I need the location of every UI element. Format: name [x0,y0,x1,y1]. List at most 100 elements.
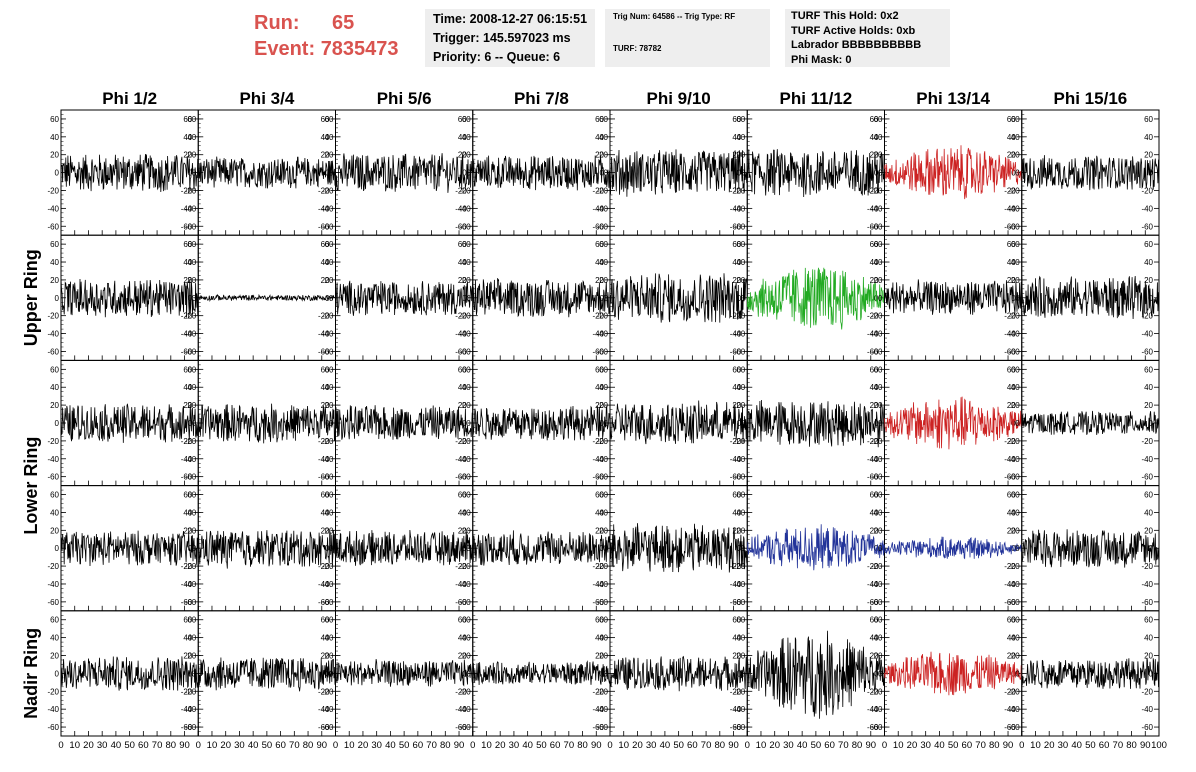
x-tick-label: 10 [344,740,355,751]
waveform-trace [197,403,336,444]
waveform-trace [335,405,474,440]
y-tick-label: 0 [466,169,471,178]
y-tick-label: -40 [1141,580,1153,589]
y-tick-label: 20 [1011,526,1020,535]
x-tick-label: 60 [275,740,286,751]
waveform-trace [746,524,885,571]
y-tick-label: 60 [870,491,879,500]
y-tick-label: 0 [192,669,197,678]
y-tick-label: 60 [1144,616,1153,625]
y-tick-label: 20 [732,526,741,535]
waveform-trace [60,277,199,318]
y-tick-label: -40 [318,705,330,714]
y-tick-label: 60 [1144,115,1153,124]
x-tick-label: 50 [811,740,822,751]
x-tick-label: 10 [69,740,80,751]
y-tick-label: 40 [321,508,330,517]
y-tick-label: -20 [730,437,742,446]
y-tick-label: 20 [325,401,334,410]
y-tick-label: 0 [188,669,193,678]
y-tick-label: 60 [187,115,196,124]
y-tick-label: -60 [318,222,330,231]
y-tick-label: -60 [867,473,879,482]
y-tick-label: 20 [595,276,604,285]
y-tick-label: -40 [871,705,883,714]
y-tick-label: 40 [462,383,471,392]
y-tick-label: 20 [599,401,608,410]
y-tick-label: 0 [604,294,609,303]
y-tick-label: 20 [183,526,192,535]
y-tick-label: 0 [737,544,742,553]
y-tick-label: -60 [455,723,467,732]
y-tick-label: 40 [870,258,879,267]
x-tick-label: 70 [426,740,437,751]
y-tick-label: -40 [47,204,59,213]
y-tick-label: -60 [1004,598,1016,607]
y-tick-label: 40 [50,508,59,517]
x-tick-label: 0 [1019,740,1024,751]
y-tick-label: -40 [871,204,883,213]
x-tick-label: 20 [220,740,231,751]
y-tick-label: 60 [736,365,745,374]
y-tick-label: -40 [592,580,604,589]
y-tick-label: -20 [181,437,193,446]
y-tick-label: 40 [183,383,192,392]
y-tick-label: 60 [458,365,467,374]
event-value: 7835473 [320,38,399,60]
y-tick-label: 20 [1144,526,1153,535]
run-label: Run: [254,12,300,34]
y-tick-label: 20 [732,401,741,410]
y-tick-label: 60 [462,240,471,249]
y-tick-label: -40 [871,455,883,464]
y-tick-label: 0 [878,294,883,303]
y-tick-label: 0 [466,544,471,553]
y-tick-label: -20 [47,562,59,571]
y-tick-label: 40 [1007,258,1016,267]
y-tick-label: 40 [1011,258,1020,267]
y-tick-label: 60 [599,491,608,500]
y-tick-label: 40 [1144,133,1153,142]
y-tick-label: 40 [462,133,471,142]
x-tick-label: 30 [646,740,657,751]
y-tick-label: -60 [871,598,883,607]
y-tick-label: -60 [185,723,197,732]
y-tick-label: 20 [1144,276,1153,285]
x-tick-label: 10 [893,740,904,751]
y-tick-label: -20 [871,312,883,321]
x-tick-label: 70 [289,740,300,751]
x-tick-label: 10 [618,740,629,751]
y-tick-label: -40 [730,204,742,213]
y-tick-label: 40 [1144,258,1153,267]
y-tick-label: 40 [321,634,330,643]
y-tick-label: 20 [183,151,192,160]
y-tick-label: 20 [732,652,741,661]
y-tick-label: 40 [1011,383,1020,392]
x-tick-label: 20 [907,740,918,751]
column-header: Phi 5/6 [377,89,432,108]
y-tick-label: -20 [734,312,746,321]
x-tick-label: 30 [1058,740,1069,751]
y-tick-label: -40 [734,705,746,714]
waveform-trace [472,405,611,441]
x-tick-label: 60 [1099,740,1110,751]
y-tick-label: 0 [878,669,883,678]
y-tick-label: -40 [1008,330,1020,339]
y-tick-label: -20 [596,312,608,321]
y-tick-label: -40 [455,580,467,589]
x-tick-label: 80 [1126,740,1137,751]
y-tick-label: 40 [736,133,745,142]
y-tick-label: 0 [192,544,197,553]
y-tick-label: -60 [730,347,742,356]
y-tick-label: -20 [867,562,879,571]
y-tick-label: -20 [459,562,471,571]
y-tick-label: 40 [325,133,334,142]
y-tick-label: -60 [871,473,883,482]
y-tick-label: 20 [187,276,196,285]
y-tick-label: -40 [181,330,193,339]
y-tick-label: -60 [867,347,879,356]
x-tick-label: 100 [1151,740,1167,751]
y-tick-label: -20 [867,437,879,446]
waveform-trace [746,149,885,198]
y-tick-label: -60 [322,473,334,482]
waveform-trace [609,400,748,445]
